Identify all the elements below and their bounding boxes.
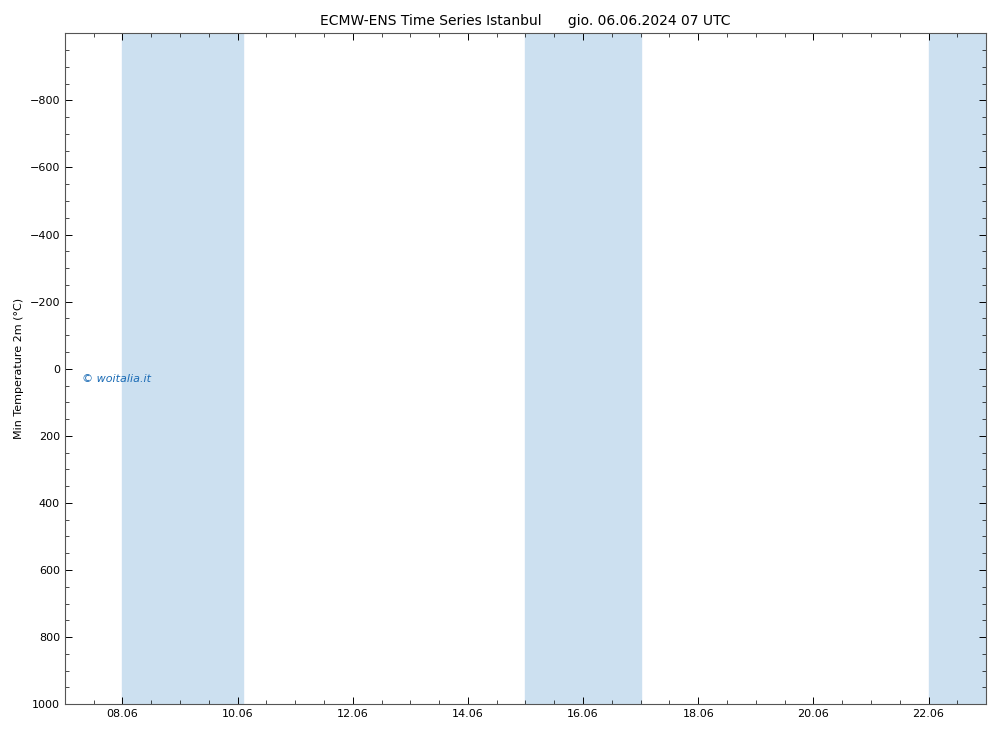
Title: ECMW-ENS Time Series Istanbul      gio. 06.06.2024 07 UTC: ECMW-ENS Time Series Istanbul gio. 06.06… [320,14,731,28]
Bar [525,33,583,704]
Bar [583,33,641,704]
Bar [929,33,986,704]
Y-axis label: Min Temperature 2m (°C): Min Temperature 2m (°C) [14,298,24,439]
Bar [122,33,209,704]
Text: © woitalia.it: © woitalia.it [82,374,151,384]
Bar [209,33,243,704]
